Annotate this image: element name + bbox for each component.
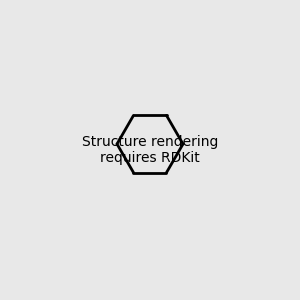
Text: Structure rendering
requires RDKit: Structure rendering requires RDKit	[82, 135, 218, 165]
